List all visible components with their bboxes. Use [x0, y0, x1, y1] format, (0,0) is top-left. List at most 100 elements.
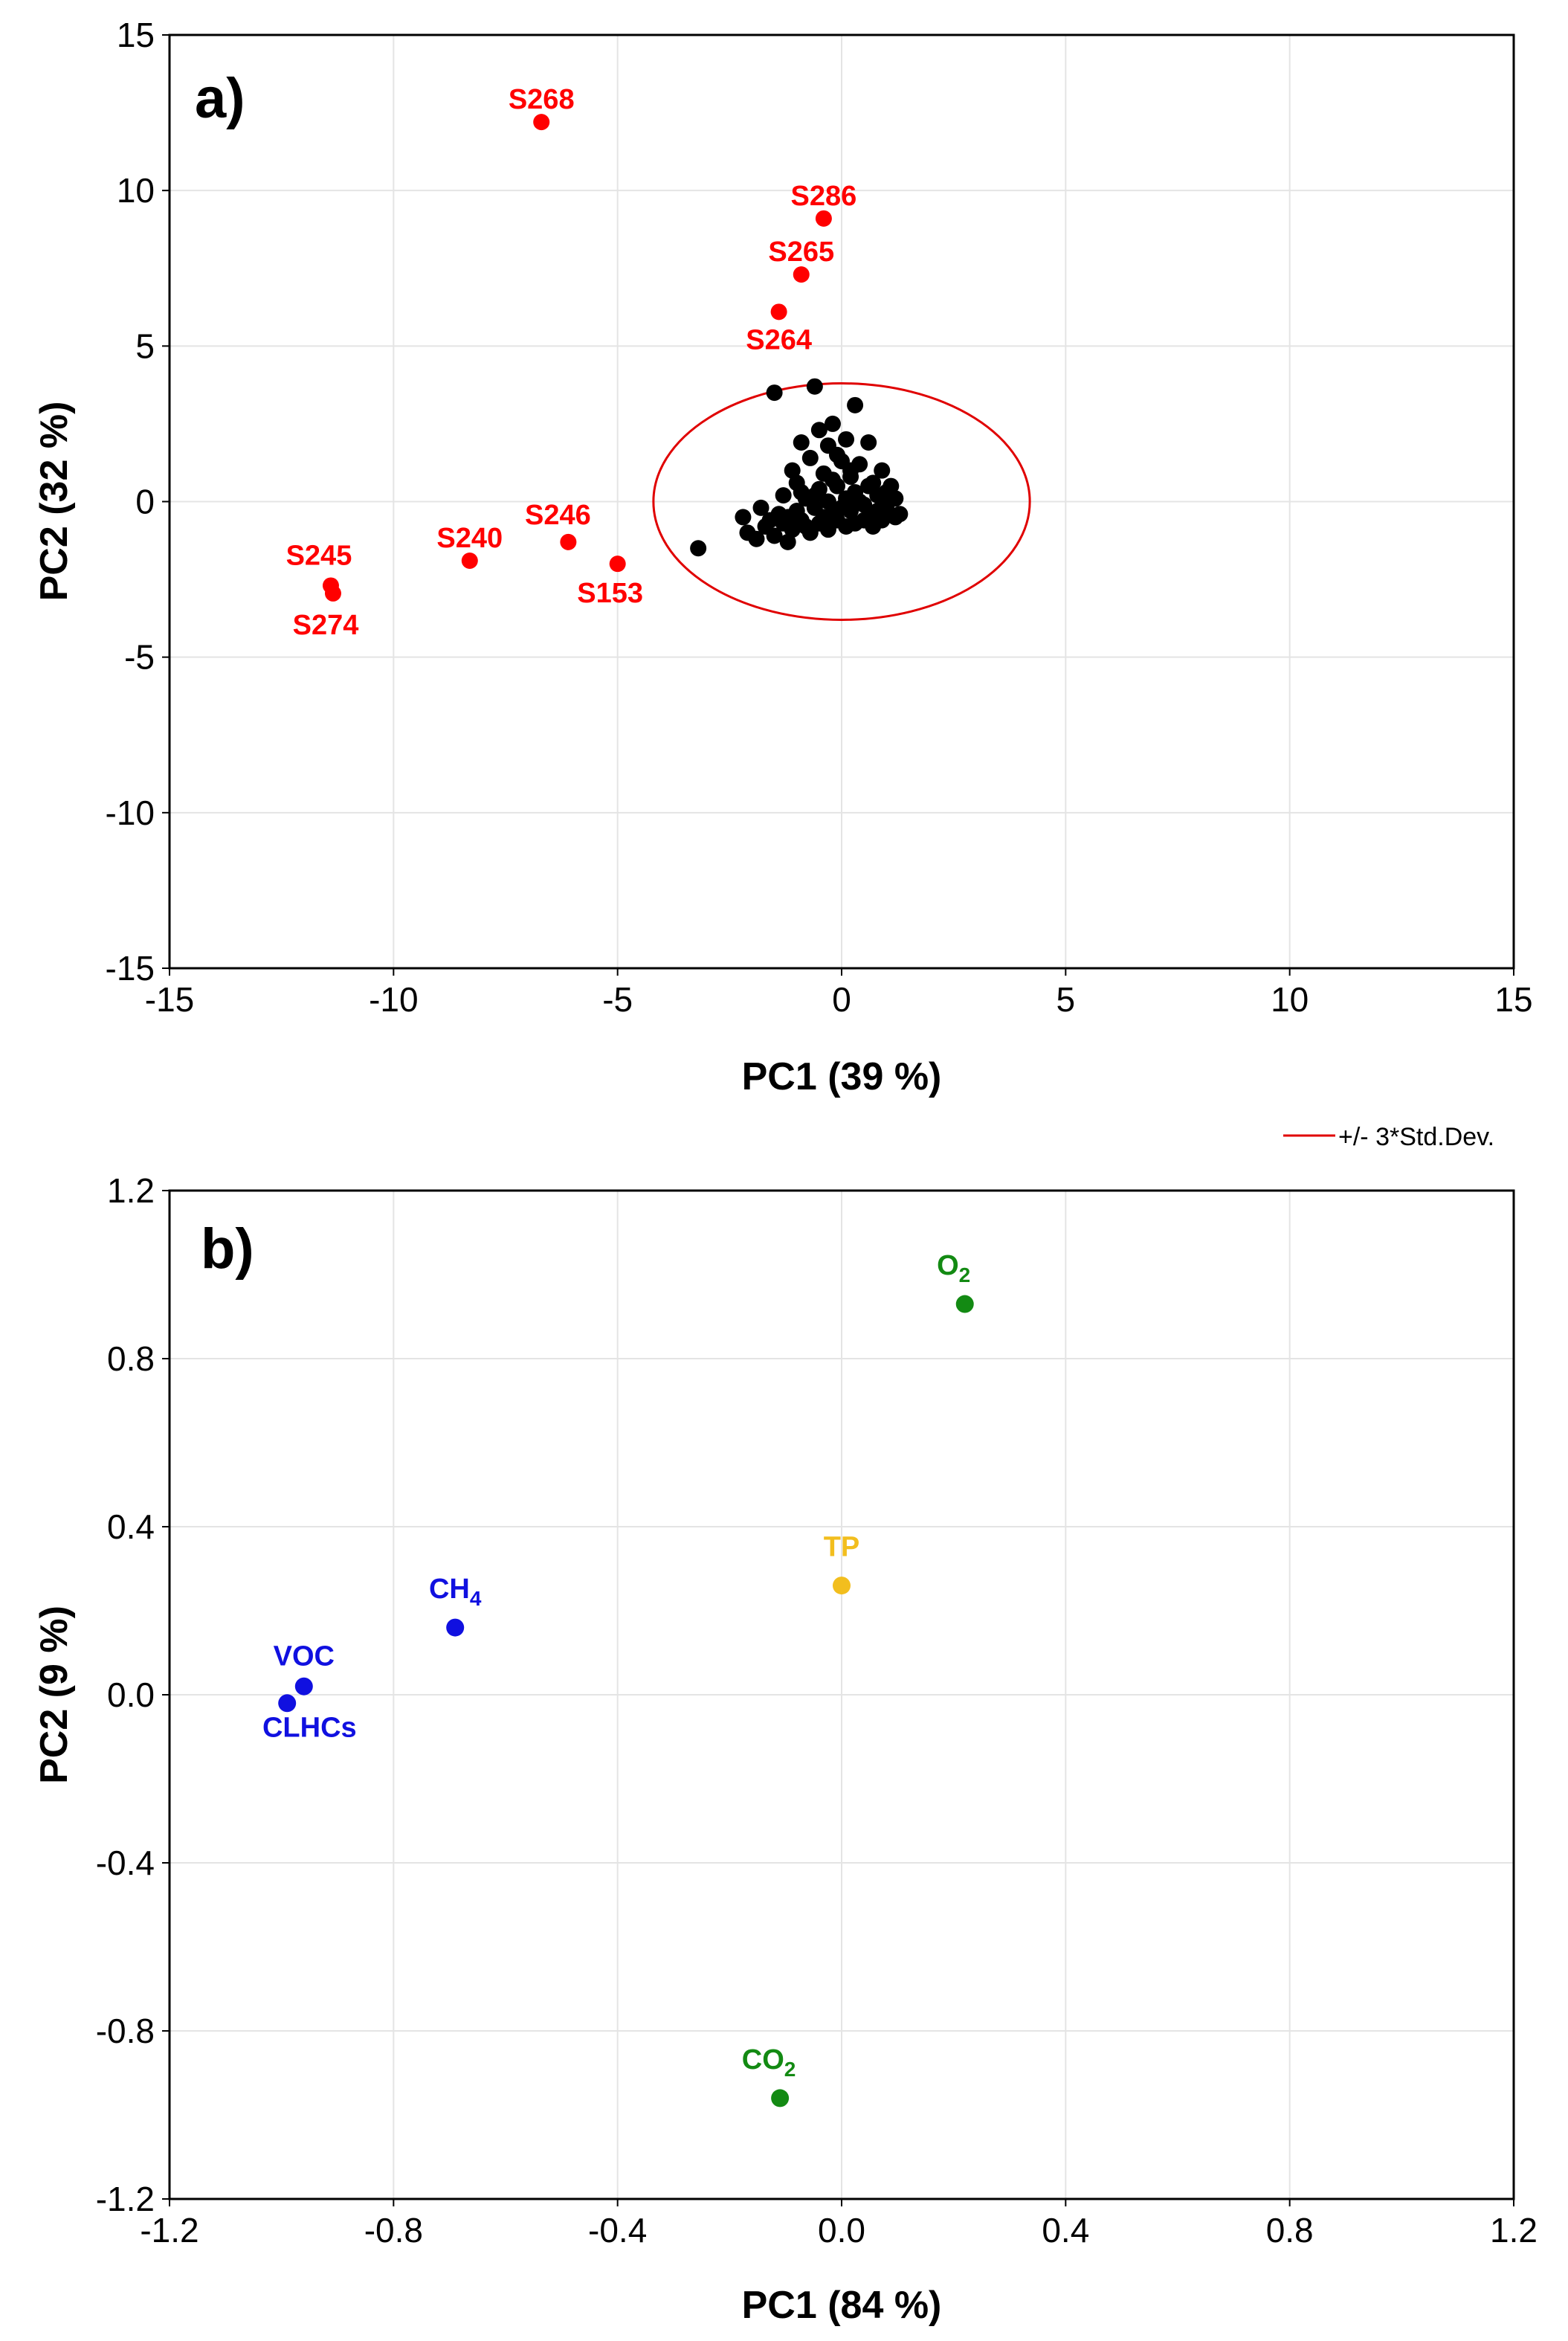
normal-sample-point [824, 471, 841, 489]
normal-sample-point [797, 518, 814, 535]
normal-sample-point [779, 509, 796, 526]
outlier-point [461, 552, 478, 569]
normal-sample-point [784, 521, 801, 538]
outlier-label: S286 [791, 181, 857, 212]
outlier-point [533, 114, 550, 131]
x-tick-label: 0.0 [818, 2211, 865, 2250]
variable-label: CH4 [429, 1574, 482, 1610]
y-tick-label: -10 [106, 793, 155, 832]
panel-a-legend: +/- 3*Std.Dev. [1283, 1123, 1494, 1151]
outlier-point [324, 585, 341, 602]
normal-sample-point [838, 518, 855, 535]
normal-sample-point [874, 462, 891, 479]
normal-sample-point [810, 422, 827, 439]
normal-sample-point [690, 540, 707, 557]
outlier-point [815, 210, 832, 227]
x-tick-label: 1.2 [1490, 2211, 1538, 2250]
normal-sample-point [775, 487, 792, 504]
normal-sample-point [878, 483, 895, 500]
x-tick-label: 0 [832, 980, 851, 1019]
normal-sample-point [869, 503, 886, 520]
panel-b-tick-labels: -1.2 -0.8 -0.4 0.0 0.4 0.8 1.2 -1.2 -0.8 -0.4 0.0 0… [96, 1171, 1538, 2250]
normal-sample-point [766, 527, 783, 544]
normal-sample-point [735, 509, 752, 526]
panel-a-scatter-plot: S268 S286 S265 S264 S245 S274 S240 S246 S153 -15… [33, 16, 1533, 1151]
panel-a-y-axis-title: PC2 (32 %) [33, 402, 76, 602]
normal-sample-point [860, 477, 877, 495]
outlier-point [609, 556, 626, 573]
y-tick-label: 5 [135, 326, 155, 365]
outlier-label: S245 [286, 540, 352, 571]
y-tick-label: -0.8 [96, 2012, 155, 2050]
x-tick-label: 10 [1271, 980, 1309, 1019]
panel-b-points [278, 1295, 974, 2107]
variable-loading-point [278, 1694, 297, 1713]
y-tick-label: -5 [124, 638, 155, 677]
panel-b-label: b) [201, 1217, 254, 1281]
legend-ellipse-label: +/- 3*Std.Dev. [1338, 1123, 1494, 1151]
normal-sample-point [860, 434, 877, 451]
normal-sample-point [851, 493, 868, 510]
x-tick-label: -0.4 [588, 2211, 647, 2250]
y-tick-label: 0 [135, 483, 155, 521]
normal-sample-point [824, 415, 841, 432]
x-tick-label: -5 [602, 980, 633, 1019]
x-tick-label: 15 [1494, 980, 1532, 1019]
y-tick-label: 1.2 [107, 1171, 155, 1210]
normal-sample-point [766, 384, 783, 402]
normal-sample-point [801, 449, 819, 466]
normal-sample-point [856, 512, 873, 529]
normal-sample-point [828, 446, 845, 463]
x-tick-label: 0.8 [1266, 2211, 1314, 2250]
outlier-label: S265 [768, 236, 834, 268]
y-tick-label: 10 [117, 171, 155, 210]
outlier-label: S268 [509, 84, 575, 115]
outlier-label: S264 [746, 324, 812, 355]
y-tick-label: -1.2 [96, 2180, 155, 2218]
normal-sample-point [847, 396, 864, 413]
variable-loading-point [833, 1577, 851, 1595]
x-tick-label: 0.4 [1042, 2211, 1089, 2250]
normal-sample-point [784, 462, 801, 479]
panel-a-label: a) [195, 67, 245, 130]
normal-sample-point [806, 487, 823, 504]
normal-sample-point [793, 434, 810, 451]
normal-sample-point [842, 462, 859, 479]
x-tick-label: -15 [145, 980, 194, 1019]
y-tick-label: 0.8 [107, 1339, 155, 1378]
panel-b-point-labels: O2 TP CH4 VOC CLHCs CO2 [262, 1250, 970, 2081]
variable-label: CLHCs [262, 1713, 357, 1744]
normal-sample-point [761, 512, 778, 529]
variable-loading-point [446, 1618, 465, 1637]
variable-label: TP [824, 1532, 860, 1563]
outlier-point [560, 533, 577, 550]
panel-b-y-axis-title: PC2 (9 %) [33, 1606, 76, 1784]
y-tick-label: -15 [106, 949, 155, 988]
y-tick-label: 15 [117, 16, 155, 54]
normal-sample-point [779, 533, 796, 550]
normal-sample-point [833, 499, 850, 516]
normal-sample-point [819, 493, 836, 510]
outlier-label: S153 [577, 578, 643, 609]
x-tick-label: -0.8 [364, 2211, 423, 2250]
variable-loading-point [294, 1677, 313, 1696]
variable-label: VOC [274, 1640, 335, 1672]
y-tick-label: 0.4 [107, 1507, 155, 1546]
variable-loading-point [771, 2089, 790, 2107]
confidence-ellipse [652, 382, 1031, 621]
y-tick-label: 0.0 [107, 1675, 155, 1714]
normal-sample-point [793, 483, 810, 500]
normal-sample-point [752, 499, 770, 516]
y-tick-label: -0.4 [96, 1844, 155, 1882]
normal-sample-point [748, 530, 765, 547]
variable-label: CO2 [742, 2044, 796, 2081]
variable-label: O2 [937, 1250, 970, 1287]
outlier-point [793, 266, 810, 283]
normal-sample-point [819, 521, 836, 538]
x-tick-label: 5 [1056, 980, 1076, 1019]
normal-sample-point [806, 378, 823, 395]
panel-b-scatter-plot: O2 TP CH4 VOC CLHCs CO2 -1.2 -0.8 -0.4 0.0 0.4 0.8… [33, 1171, 1538, 2327]
outlier-label: S274 [293, 610, 359, 641]
normal-sample-point [838, 431, 855, 448]
